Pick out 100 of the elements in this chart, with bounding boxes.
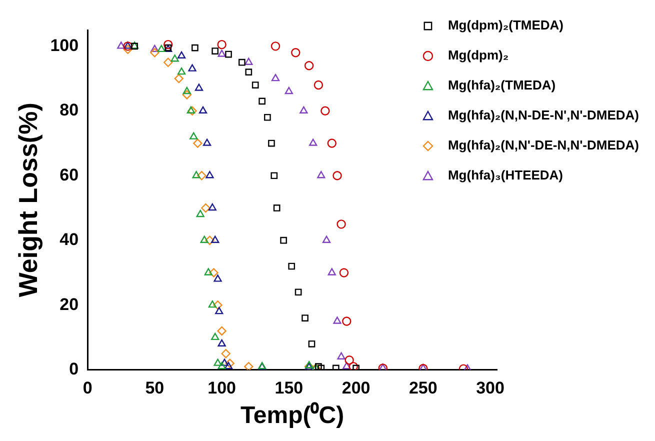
point (192, 44, 198, 52)
point (196, 210, 204, 218)
point (308, 340, 316, 348)
point (192, 171, 200, 178)
point (197, 171, 206, 180)
point (336, 220, 346, 229)
point (238, 58, 246, 66)
point (224, 362, 233, 370)
point (150, 44, 159, 52)
legend-label: Mg(dpm)₂ (448, 48, 509, 63)
point (217, 326, 226, 336)
point (268, 140, 275, 147)
point (291, 48, 300, 58)
point (318, 364, 325, 370)
point (208, 203, 216, 211)
y-tick-label: 40 (60, 230, 79, 250)
point (198, 106, 208, 114)
legend-label: Mg(hfa)₂(TMEDA) (448, 78, 556, 93)
point (314, 80, 324, 90)
point (213, 300, 222, 310)
point (214, 274, 222, 282)
y-axis-title: Weight Loss(%) (12, 102, 43, 298)
point (218, 362, 226, 370)
point (309, 138, 318, 146)
point (252, 82, 259, 88)
point (264, 114, 271, 121)
legend-label: Mg(hfa)₃(HTEEDA) (448, 168, 564, 183)
y-tick-label: 100 (50, 36, 79, 55)
point (211, 236, 220, 243)
y-tick-label: 60 (60, 165, 79, 184)
point (182, 90, 192, 100)
x-tick-label: 100 (208, 378, 236, 398)
point (188, 106, 197, 116)
point (300, 106, 308, 114)
point (204, 268, 212, 276)
point (244, 362, 254, 370)
point (164, 58, 173, 67)
legend-label: Mg(hfa)₂(N,N'-DE-N,N'-DMEDA) (448, 138, 640, 153)
point (205, 236, 214, 245)
y-tick-label: 80 (60, 100, 79, 120)
x-tick-label: 50 (145, 378, 164, 398)
point (218, 339, 226, 347)
point (215, 306, 224, 314)
point (258, 98, 266, 105)
point (348, 362, 358, 370)
point (327, 138, 336, 148)
x-axis-title: Temp(⁰C) (240, 402, 344, 430)
point (220, 358, 229, 366)
point (273, 204, 280, 212)
point (270, 172, 278, 180)
point (344, 355, 354, 365)
point (164, 40, 173, 50)
point (157, 44, 166, 52)
point (123, 44, 132, 54)
point (225, 50, 232, 58)
point (214, 358, 222, 366)
point (284, 86, 293, 94)
point (186, 106, 195, 114)
point (332, 364, 340, 370)
point (332, 171, 342, 180)
point (245, 68, 252, 76)
point (212, 48, 219, 54)
y-tick-label: 0 (69, 359, 79, 378)
point (190, 132, 198, 140)
point (194, 84, 204, 91)
point (206, 171, 214, 178)
point (209, 268, 218, 278)
point (244, 58, 253, 65)
point (225, 358, 234, 368)
point (322, 236, 331, 243)
point (150, 48, 160, 58)
y-tick-label: 20 (60, 294, 79, 314)
point (352, 364, 360, 370)
point (174, 74, 184, 84)
point (193, 138, 202, 148)
point (294, 288, 302, 296)
x-tick-label: 200 (342, 378, 370, 398)
point (177, 51, 186, 58)
point (208, 300, 216, 308)
legend-label: Mg(hfa)₂(N,N-DE-N',N'-DMEDA) (448, 108, 640, 123)
point (328, 268, 336, 276)
point (211, 332, 220, 340)
point (302, 314, 308, 322)
x-tick-label: 300 (476, 378, 504, 398)
point (201, 203, 210, 213)
point (317, 171, 326, 178)
point (202, 138, 212, 146)
point (182, 86, 191, 94)
x-tick-label: 150 (274, 378, 304, 398)
point (337, 352, 346, 360)
point (271, 74, 280, 82)
point (217, 40, 226, 50)
point (177, 67, 186, 75)
point (320, 106, 330, 116)
point (218, 50, 226, 57)
point (333, 316, 342, 324)
point (304, 61, 314, 70)
point (221, 349, 230, 358)
x-tick-label: 0 (82, 378, 92, 398)
point (342, 316, 352, 326)
